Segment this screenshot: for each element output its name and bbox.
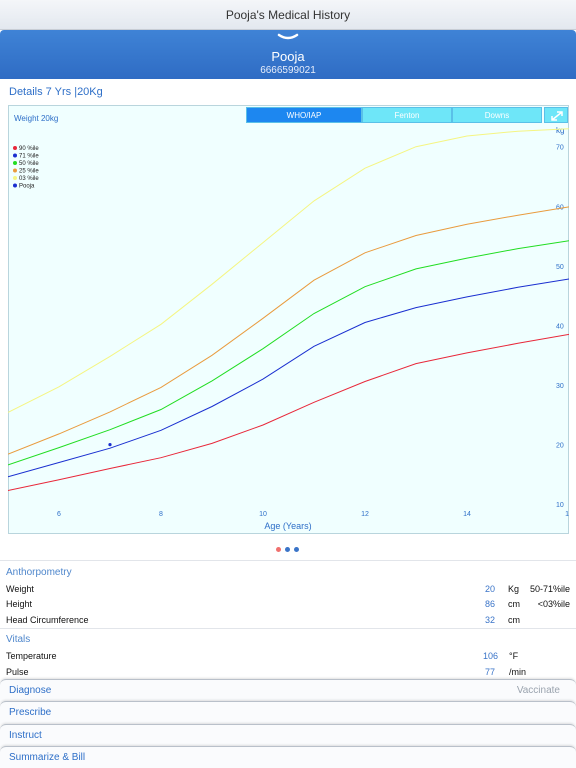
legend-label: 25 %ile — [19, 169, 39, 175]
chart-title: Weight 20kg — [14, 114, 58, 123]
anthropometry-section: Anthorpometry Weight 20 Kg 50-71%ile Hei… — [0, 560, 576, 628]
head-circumference-value[interactable]: 32 — [484, 615, 495, 625]
details-summary: Details 7 Yrs |20Kg — [9, 86, 103, 98]
legend-label: 71 %ile — [19, 154, 39, 160]
x-tick-label: 12 — [361, 511, 369, 518]
diagnose-button[interactable]: Diagnose — [9, 685, 52, 696]
legend-marker — [13, 183, 17, 188]
patient-phone: 6666599021 — [260, 65, 316, 76]
y-tick-label: 70 — [556, 145, 564, 152]
summarize-drawer[interactable]: Summarize & Bill — [0, 746, 576, 768]
y-tick-label: 40 — [556, 323, 564, 330]
x-tick-label: 8 — [159, 511, 163, 518]
height-percentile: <03%ile — [537, 599, 570, 609]
vitals-section: Vitals Temperature 106 °F Pulse 77 /min — [0, 628, 576, 678]
y-tick-label: 10 — [556, 502, 564, 509]
vaccinate-button[interactable]: Vaccinate — [516, 685, 560, 696]
patient-header[interactable]: Pooja 6666599021 — [0, 30, 576, 79]
patient-name: Pooja — [271, 49, 305, 64]
chevron-down-icon[interactable] — [276, 32, 300, 44]
head-circumference-label: Head Circumference — [6, 615, 89, 625]
expand-icon — [551, 111, 563, 121]
vitals-title: Vitals — [6, 634, 31, 645]
legend-marker — [13, 176, 17, 180]
tab-who-iap[interactable]: WHO/IAP — [246, 107, 362, 123]
prescribe-button[interactable]: Prescribe — [9, 707, 52, 718]
anthropometry-title: Anthorpometry — [6, 567, 72, 578]
y-axis-unit: kg — [556, 126, 564, 135]
x-tick-label: 14 — [463, 511, 471, 518]
series-line — [8, 128, 569, 413]
pulse-value[interactable]: 77 — [484, 667, 495, 677]
tab-downs[interactable]: Downs — [452, 107, 542, 123]
series-line — [8, 206, 569, 455]
legend-marker — [13, 153, 17, 158]
height-unit: cm — [508, 599, 520, 609]
page-dot[interactable] — [285, 547, 290, 552]
x-axis-label: Age (Years) — [264, 521, 311, 531]
height-value[interactable]: 86 — [484, 599, 495, 609]
x-tick-label: 10 — [259, 511, 267, 518]
legend-label: 03 %ile — [19, 176, 39, 182]
weight-label: Weight — [6, 584, 34, 594]
height-label: Height — [6, 599, 33, 609]
page-dot[interactable] — [276, 547, 281, 552]
legend-marker — [13, 168, 17, 173]
legend-label: 50 %ile — [19, 161, 39, 167]
temperature-unit: °F — [509, 651, 519, 661]
tab-fenton[interactable]: Fenton — [362, 107, 452, 123]
instruct-drawer[interactable]: Instruct — [0, 724, 576, 747]
patient-point — [108, 443, 112, 447]
y-tick-label: 60 — [556, 204, 564, 211]
temperature-label: Temperature — [6, 651, 57, 661]
legend-label: 90 %ile — [19, 146, 39, 152]
series-line — [8, 278, 569, 478]
window-title-bar: Pooja's Medical History — [0, 0, 576, 30]
prescribe-drawer[interactable]: Prescribe — [0, 701, 576, 724]
legend-marker — [13, 161, 17, 165]
y-tick-label: 50 — [556, 264, 564, 271]
y-tick-label: 20 — [556, 443, 564, 450]
legend-marker — [13, 146, 17, 150]
pulse-unit: /min — [509, 667, 527, 677]
growth-chart: Weight 20kgkg681012141610203040506070Age… — [8, 114, 569, 531]
head-circumference-unit: cm — [508, 615, 520, 625]
legend-label: Pooja — [19, 184, 35, 190]
temperature-value[interactable]: 106 — [482, 651, 498, 661]
instruct-button[interactable]: Instruct — [9, 730, 42, 741]
window-title: Pooja's Medical History — [225, 7, 351, 22]
x-tick-label: 6 — [57, 511, 61, 518]
expand-button[interactable] — [544, 107, 568, 123]
weight-unit: Kg — [508, 584, 520, 594]
diagnose-drawer[interactable]: Diagnose Vaccinate — [0, 679, 576, 702]
page-indicator[interactable] — [276, 547, 300, 553]
series-line — [8, 333, 569, 491]
pulse-label: Pulse — [6, 667, 29, 677]
series-line — [8, 240, 569, 466]
weight-percentile: 50-71%ile — [529, 584, 570, 594]
weight-value[interactable]: 20 — [484, 584, 495, 594]
y-tick-label: 30 — [556, 383, 564, 390]
summarize-bill-button[interactable]: Summarize & Bill — [9, 752, 86, 763]
growth-chart-panel — [8, 105, 569, 534]
x-tick-label: 16 — [565, 511, 569, 518]
page-dot[interactable] — [294, 547, 299, 552]
